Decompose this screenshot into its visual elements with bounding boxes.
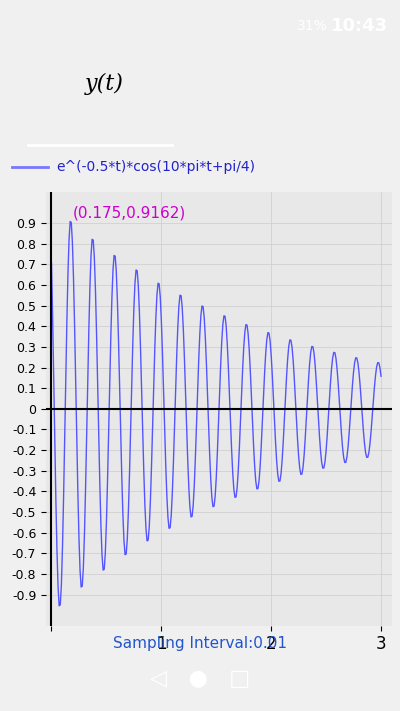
Text: (0.175,0.9162): (0.175,0.9162) (73, 205, 186, 220)
Text: y(t): y(t) (84, 73, 124, 95)
Text: 10:43: 10:43 (331, 17, 388, 36)
Text: Sampling Interval:0.01: Sampling Interval:0.01 (113, 636, 287, 651)
Text: e^(-0.5*t)*cos(10*pi*t+pi/4): e^(-0.5*t)*cos(10*pi*t+pi/4) (56, 160, 255, 173)
Text: ◁   ●   □: ◁ ● □ (150, 669, 250, 689)
Text: 31%: 31% (297, 19, 328, 33)
